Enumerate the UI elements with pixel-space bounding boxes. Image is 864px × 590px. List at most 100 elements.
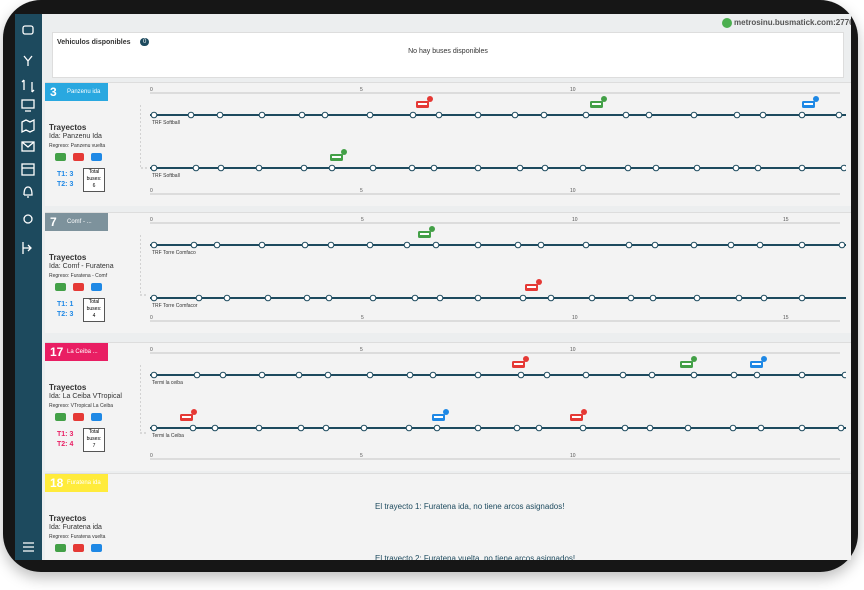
route-warning: El trayecto 1: Furatena ida, no tiene ar… (375, 502, 565, 511)
regreso-label: Regreso: Furatena vuelta (49, 534, 106, 540)
axis-tick-label: 0 (150, 188, 153, 194)
axis-tick-label: 0 (150, 453, 153, 459)
trayectos-heading: Trayectos (49, 253, 87, 262)
status-chip (73, 153, 84, 161)
terminal-label: TRF Torre Comfaco (152, 250, 196, 256)
stop (690, 241, 698, 249)
stop (798, 111, 806, 119)
stop (150, 294, 158, 302)
axis-tick-label: 5 (360, 188, 363, 194)
stop (369, 294, 377, 302)
timeline: 0 5 10 0 5 10 Termi la ceiba Termi la Ceiba (140, 347, 846, 460)
stop (582, 371, 590, 379)
stop (754, 164, 762, 172)
stop (298, 111, 306, 119)
timeline: 0 5 10 15 0 5 10 15 TRF Torre Comfaco TRF Torre C… (140, 217, 846, 322)
stop (648, 371, 656, 379)
status-chip (91, 413, 102, 421)
stop (627, 294, 635, 302)
status-chip (91, 153, 102, 161)
terminal-label: TRF Softball (152, 173, 180, 179)
terminal-label: Termi la ceiba (152, 380, 183, 386)
stop (693, 294, 701, 302)
stop (798, 294, 806, 302)
stop (690, 111, 698, 119)
stop (835, 111, 843, 119)
axis-tick-label: 0 (150, 347, 153, 353)
t1-count: T1: 3 (57, 431, 74, 438)
stop (474, 164, 482, 172)
stop (195, 294, 203, 302)
bracket (140, 105, 148, 169)
bus-window (572, 416, 581, 418)
stop (300, 164, 308, 172)
stop (327, 241, 335, 249)
stop (432, 241, 440, 249)
stop (408, 164, 416, 172)
trayectos-heading: Trayectos (49, 123, 87, 132)
stop (798, 241, 806, 249)
stop (624, 164, 632, 172)
stop (217, 164, 225, 172)
status-chip (73, 544, 84, 552)
stop (513, 424, 521, 432)
bus-badge (429, 226, 435, 232)
stop (837, 424, 845, 432)
axis-tick-label: 10 (572, 217, 578, 223)
stop (759, 111, 767, 119)
stop (223, 294, 231, 302)
t1-count: T1: 3 (57, 171, 74, 178)
stop (543, 371, 551, 379)
stop (369, 164, 377, 172)
bus-window (434, 416, 443, 418)
status-chip (73, 283, 84, 291)
axis-tick-label: 15 (783, 315, 789, 321)
url: metrosinu.busmatick.com:2776 (734, 18, 851, 27)
ida-label: Ida: La Ceiba VTropical (49, 393, 122, 400)
stop (192, 164, 200, 172)
trayectos-heading: Trayectos (49, 383, 87, 392)
stop (474, 111, 482, 119)
stop (258, 371, 266, 379)
bus-badge (691, 356, 697, 362)
stop (366, 371, 374, 379)
axis-tick-label: 10 (570, 347, 576, 353)
stop (649, 294, 657, 302)
route-panel: 7 Comf - ... Trayectos Ida: Comf - Furatena… (45, 212, 851, 333)
axis-tick-label: 15 (783, 217, 789, 223)
stop (579, 164, 587, 172)
stop (324, 371, 332, 379)
stop (295, 371, 303, 379)
regreso-label: Regreso: VTropical La Ceiba (49, 403, 114, 409)
stop (216, 111, 224, 119)
terminal-label: TRF Torre Comfacor (152, 303, 198, 309)
stop (474, 371, 482, 379)
stop (213, 241, 221, 249)
bus-window (332, 156, 341, 158)
stop (211, 424, 219, 432)
total-label: Total buses: (86, 169, 102, 182)
bracket (140, 235, 148, 296)
stop (733, 111, 741, 119)
stop (150, 371, 158, 379)
regreso-label: Regreso: Panzenu vuelta (49, 143, 106, 149)
bus-window (420, 233, 429, 235)
total-box: Total buses: 6 (83, 168, 105, 192)
available-box: Vehiculos disponibles 0 No hay buses dis… (52, 32, 844, 78)
stop (193, 371, 201, 379)
axis-tick-label: 10 (570, 453, 576, 459)
stop (255, 164, 263, 172)
stop (798, 164, 806, 172)
route-badge: 17 La Ceiba ... (45, 343, 108, 361)
ida-label: Ida: Comf - Furatena (49, 263, 114, 270)
stop (150, 164, 158, 172)
stop (360, 424, 368, 432)
stop (150, 111, 158, 119)
route-warning: El trayecto 2: Furatena vuelta, no tiene… (375, 554, 576, 560)
stop (430, 164, 438, 172)
route-panel: 18 Furatena ida Trayectos Ida: Furatena ida… (45, 473, 851, 560)
bus-window (752, 363, 761, 365)
stop (433, 424, 441, 432)
stop (547, 294, 555, 302)
